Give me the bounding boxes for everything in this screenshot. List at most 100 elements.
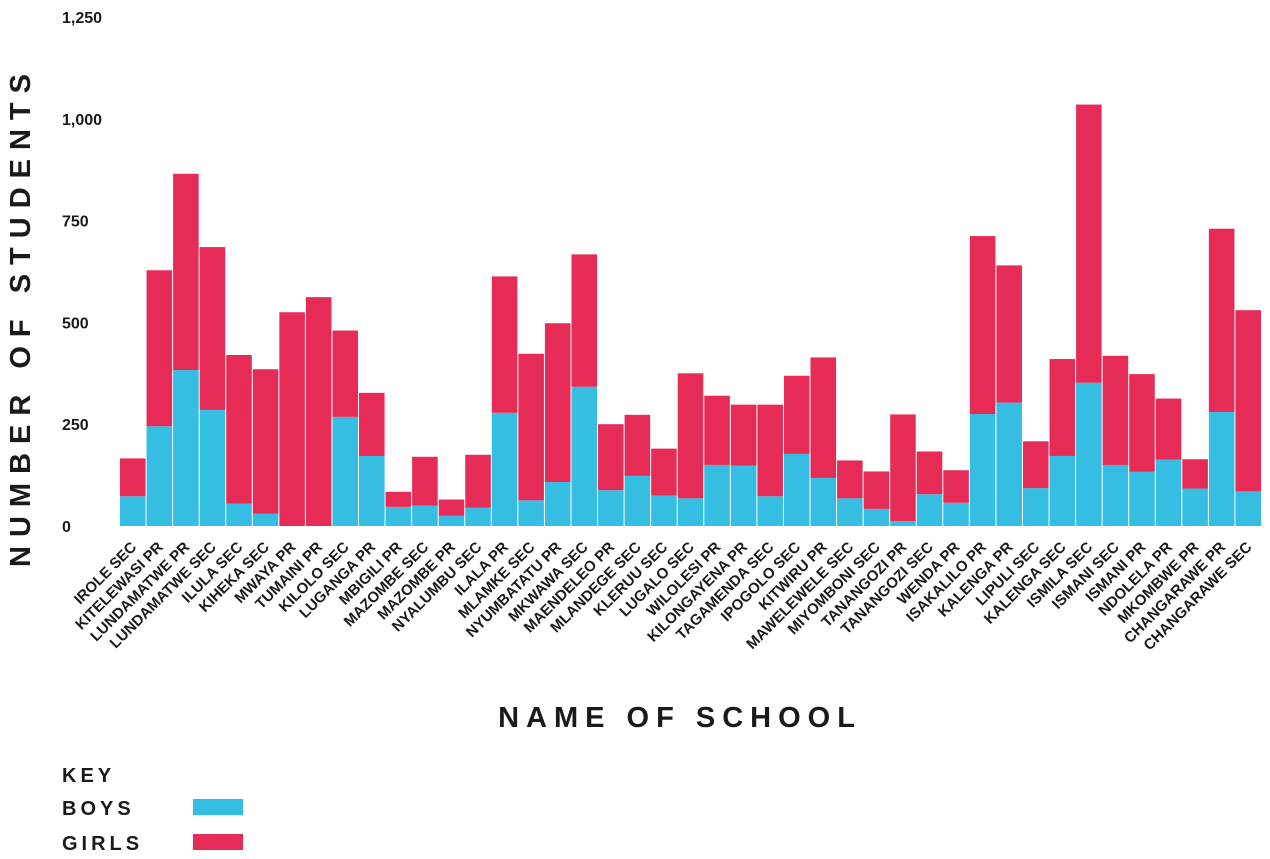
bar-boys (226, 503, 252, 526)
bar-girls (783, 375, 810, 454)
bar-girls (757, 404, 783, 497)
bar-boys (412, 505, 438, 526)
bar-girls (438, 499, 465, 516)
bar-girls (412, 456, 438, 506)
legend-swatch-boys (193, 799, 243, 815)
y-tick-label: 500 (62, 315, 89, 332)
bar-girls (173, 173, 199, 371)
legend-title: KEY (62, 765, 115, 787)
bar-girls (651, 448, 677, 496)
bar-girls (1022, 441, 1049, 489)
bar-girls (890, 414, 916, 522)
bar-girls (1076, 104, 1102, 383)
bar-girls (199, 247, 226, 410)
bar-boys (783, 453, 810, 526)
bar-boys (518, 500, 544, 526)
bar-boys (916, 494, 943, 526)
bar-girls (359, 392, 385, 456)
bar-boys (598, 490, 624, 526)
bar-girls (465, 454, 491, 508)
bar-girls (1155, 398, 1182, 460)
bar-girls (518, 353, 544, 501)
bars (120, 104, 1261, 526)
bar-boys (385, 506, 412, 526)
bar-boys (1022, 488, 1049, 526)
bar-boys (1235, 491, 1261, 526)
y-axis-ticks: 0 250 500 750 1,000 1,250 (62, 10, 102, 536)
bar-girls (544, 323, 571, 483)
legend-swatch-girls (193, 834, 243, 850)
y-tick-label: 1,250 (62, 10, 102, 27)
bar-girls (305, 297, 332, 526)
legend: KEY BOYS GIRLS (62, 765, 243, 855)
bar-girls (1208, 228, 1235, 412)
bar-boys (491, 412, 518, 526)
bar-boys (146, 426, 173, 526)
bar-boys (199, 409, 226, 526)
bar-girls (916, 451, 943, 495)
bar-girls (837, 460, 863, 499)
bar-boys (996, 402, 1022, 526)
bar-boys (1182, 488, 1208, 526)
bar-boys (1129, 471, 1155, 526)
bar-girls (1182, 459, 1208, 489)
bar-girls (252, 369, 279, 514)
bar-girls (1102, 355, 1129, 465)
bar-boys (810, 477, 837, 526)
bar-boys (943, 502, 969, 526)
bar-girls (571, 254, 598, 387)
bar-boys (359, 455, 385, 526)
bar-boys (438, 515, 465, 526)
bar-boys (120, 496, 146, 526)
bar-boys (1155, 459, 1182, 526)
bar-boys (704, 464, 730, 526)
bar-boys (890, 521, 916, 526)
bar-girls (863, 471, 890, 509)
x-axis-title: NAME OF SCHOOL (498, 702, 862, 734)
bar-boys (730, 465, 757, 526)
bar-boys (173, 370, 199, 526)
y-tick-label: 250 (62, 417, 89, 434)
bar-girls (677, 373, 704, 499)
bar-boys (1102, 464, 1129, 526)
bar-boys (1049, 455, 1076, 526)
y-axis-title: NUMBER OF STUDENTS (5, 65, 37, 567)
bar-girls (969, 236, 996, 415)
bar-boys (863, 508, 890, 526)
y-tick-label: 750 (62, 214, 89, 231)
bar-girls (226, 354, 252, 504)
bar-girls (1049, 359, 1076, 456)
bar-boys (1208, 411, 1235, 526)
bar-girls (704, 395, 730, 465)
bar-boys (332, 416, 359, 526)
bar-boys (465, 507, 491, 526)
bar-girls (943, 470, 969, 503)
bar-boys (544, 482, 571, 526)
bar-girls (996, 265, 1022, 403)
bar-boys (252, 513, 279, 526)
bar-girls (730, 404, 757, 466)
bar-girls (332, 330, 359, 417)
bar-girls (146, 270, 173, 427)
bar-boys (837, 498, 863, 526)
bar-girls (624, 414, 651, 476)
bar-boys (651, 495, 677, 526)
bar-girls (491, 276, 518, 413)
bar-girls (385, 491, 412, 507)
bar-girls (810, 357, 837, 478)
bar-boys (969, 414, 996, 526)
bar-girls (1235, 310, 1261, 492)
y-tick-label: 1,000 (62, 112, 102, 129)
legend-label-girls: GIRLS (62, 833, 143, 855)
bar-boys (571, 386, 598, 526)
bar-girls (120, 458, 146, 497)
bar-boys (757, 496, 783, 526)
bar-boys (677, 498, 704, 526)
bar-girls (598, 424, 624, 491)
bar-girls (1129, 374, 1155, 472)
bar-girls (279, 312, 305, 526)
bar-boys (1076, 382, 1102, 526)
legend-label-boys: BOYS (62, 798, 135, 820)
